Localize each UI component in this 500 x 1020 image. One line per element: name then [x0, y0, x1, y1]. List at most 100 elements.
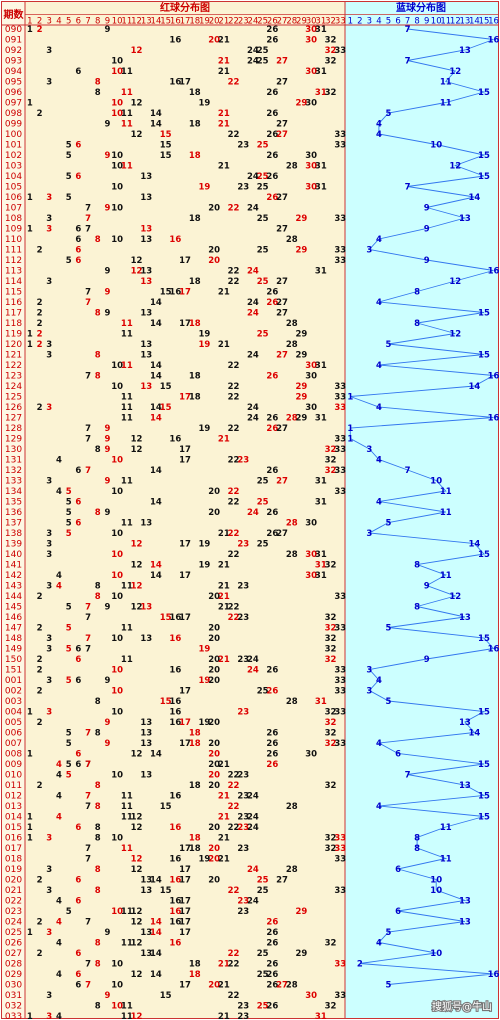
red-ball-number: 20 [208, 855, 220, 865]
blue-ball-number: 11 [440, 855, 452, 865]
blue-column-header: 7 [405, 17, 410, 27]
red-ball-number: 30 [305, 750, 317, 760]
red-ball-number: 8 [95, 582, 101, 592]
red-ball-number: 14 [150, 571, 162, 581]
red-ball-number: 10 [111, 529, 123, 539]
period-label: 107 [5, 204, 22, 214]
red-ball-number: 2 [37, 330, 43, 340]
period-label: 105 [5, 183, 22, 193]
red-ball-number: 26 [266, 666, 278, 676]
red-ball-number: 14 [150, 561, 162, 571]
blue-ball-number: 8 [414, 603, 420, 613]
red-ball-number: 14 [150, 372, 162, 382]
red-ball-number: 14 [150, 319, 162, 329]
red-ball-number: 10 [111, 151, 123, 161]
red-ball-number: 26 [266, 1002, 278, 1012]
red-ball-number: 31 [315, 1012, 327, 1020]
red-ball-number: 26 [266, 970, 278, 980]
period-label: 145 [5, 603, 22, 613]
red-column-headers: 1 2 3 4 5 6 7 8 9 1011121314151617181920212223242… [27, 17, 346, 27]
red-ball-number: 12 [131, 561, 143, 571]
red-ball-number: 13 [140, 928, 152, 938]
period-label: 151 [5, 666, 22, 676]
red-ball-number: 23 [237, 183, 249, 193]
blue-ball-number: 1 [347, 393, 353, 403]
blue-ball-number: 1 [347, 424, 353, 434]
blue-ball-number: 3 [366, 246, 372, 256]
red-ball-number: 5 [66, 739, 72, 749]
red-ball-number: 13 [140, 876, 152, 886]
red-ball-number: 12 [131, 435, 143, 445]
red-ball-number: 17 [179, 865, 191, 875]
period-label: 148 [5, 634, 22, 644]
red-ball-number: 3 [46, 351, 52, 361]
red-ball-number: 14 [150, 970, 162, 980]
red-ball-number: 12 [131, 970, 143, 980]
red-ball-number: 32 [325, 708, 337, 718]
red-ball-number: 8 [95, 235, 101, 245]
period-label: 110 [5, 235, 22, 245]
red-ball-number: 33 [334, 246, 346, 256]
red-ball-number: 26 [266, 939, 278, 949]
red-ball-number: 9 [104, 288, 110, 298]
red-ball-number: 31 [315, 67, 327, 77]
blue-ball-number: 3 [366, 529, 372, 539]
red-ball-number: 21 [218, 603, 230, 613]
red-ball-number: 17 [179, 445, 191, 455]
red-ball-number: 24 [247, 172, 259, 182]
period-label: 099 [5, 120, 22, 130]
red-ball-number: 16 [169, 876, 181, 886]
red-ball-number: 18 [189, 781, 201, 791]
red-ball-number: 17 [179, 739, 191, 749]
red-ball-number: 30 [305, 361, 317, 371]
red-ball-number: 8 [95, 508, 101, 518]
blue-ball-number: 8 [414, 561, 420, 571]
red-ball-number: 25 [257, 246, 269, 256]
red-ball-number: 6 [75, 67, 81, 77]
red-ball-number: 10 [111, 687, 123, 697]
red-ball-number: 12 [131, 750, 143, 760]
red-ball-number: 16 [169, 897, 181, 907]
red-ball-number: 6 [75, 655, 81, 665]
red-ball-number: 11 [121, 67, 133, 77]
red-column-header: 26 [267, 17, 278, 27]
red-ball-number: 24 [247, 351, 259, 361]
red-ball-number: 31 [315, 561, 327, 571]
blue-ball-number: 5 [386, 519, 392, 529]
red-ball-number: 23 [237, 907, 249, 917]
red-ball-number: 33 [334, 739, 346, 749]
red-ball-number: 15 [160, 613, 172, 623]
red-ball-number: 29 [296, 214, 308, 224]
red-ball-number: 6 [75, 760, 81, 770]
red-ball-number: 30 [305, 151, 317, 161]
blue-column-header: 16 [488, 17, 499, 27]
red-ball-number: 11 [121, 120, 133, 130]
blue-ball-number: 15 [478, 813, 490, 823]
red-ball-number: 3 [46, 550, 52, 560]
red-ball-number: 18 [189, 970, 201, 980]
period-label: 127 [5, 414, 22, 424]
red-ball-number: 20 [208, 655, 220, 665]
red-ball-number: 6 [75, 981, 81, 991]
blue-ball-number: 9 [424, 256, 430, 266]
period-label: 015 [5, 823, 22, 833]
red-ball-number: 3 [46, 340, 52, 350]
red-ball-number: 7 [85, 466, 91, 476]
red-ball-number: 20 [208, 36, 220, 46]
period-label: 139 [5, 540, 22, 550]
period-label: 092 [5, 46, 22, 56]
blue-ball-number: 5 [386, 340, 392, 350]
blue-ball-number: 16 [488, 372, 500, 382]
period-label: 001 [5, 676, 22, 686]
red-ball-number: 10 [111, 771, 123, 781]
red-ball-number: 12 [131, 813, 143, 823]
red-ball-number: 1 [27, 750, 33, 760]
red-ball-number: 27 [276, 277, 288, 287]
red-ball-number: 1 [27, 813, 33, 823]
blue-column-header: 13 [459, 17, 470, 27]
red-ball-number: 22 [228, 991, 240, 1001]
red-ball-number: 24 [247, 57, 259, 67]
red-ball-number: 21 [218, 760, 230, 770]
blue-ball-number: 9 [424, 582, 430, 592]
